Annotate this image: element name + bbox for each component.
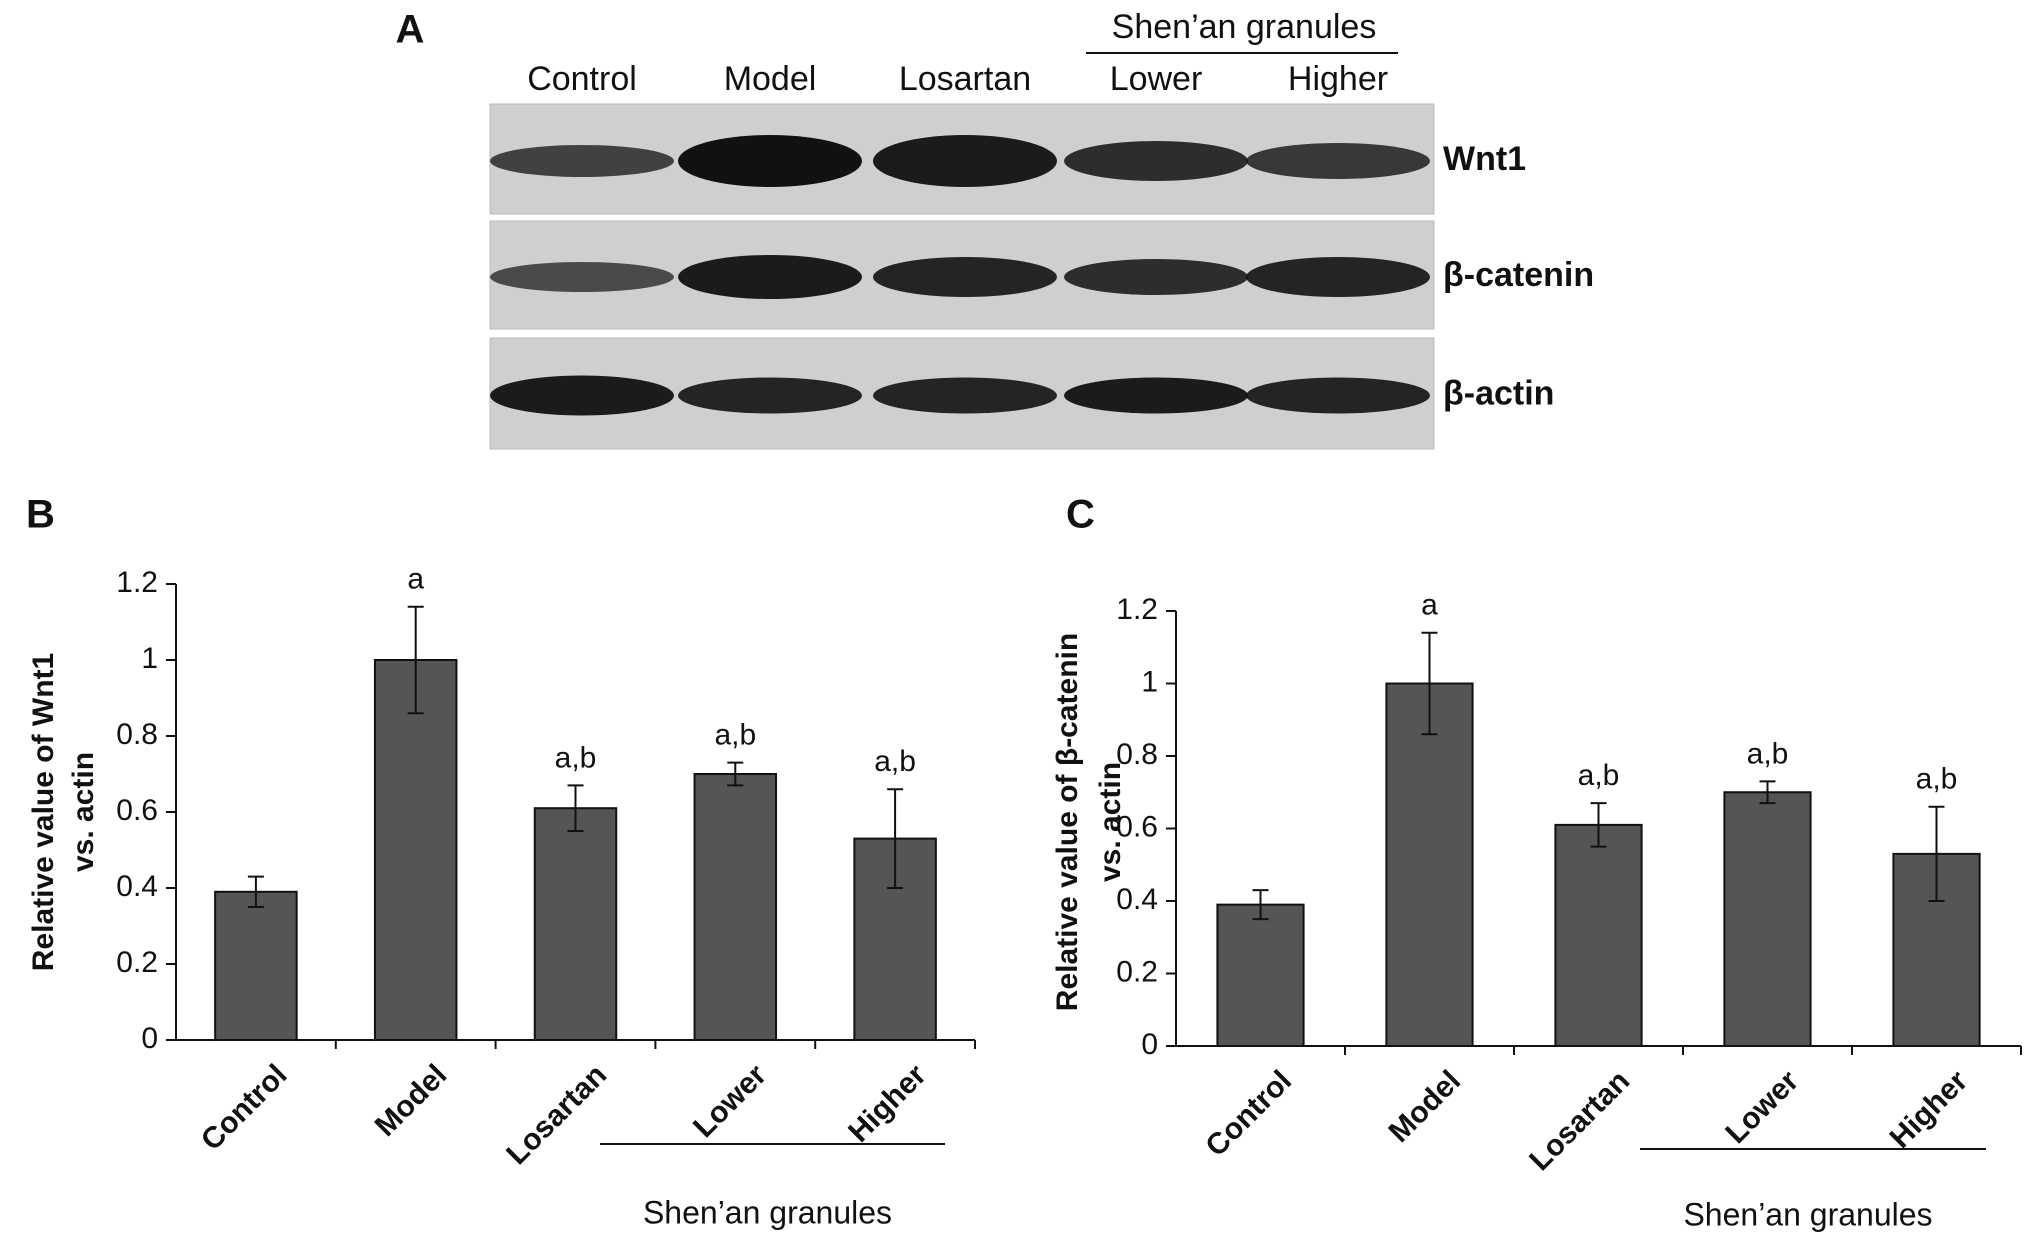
x-tick-label: Control xyxy=(195,1058,294,1157)
x-tick-label: Model xyxy=(369,1058,454,1143)
error-bar xyxy=(727,761,744,787)
bar-annotation: a,b xyxy=(1916,763,1958,796)
error-bar xyxy=(1590,802,1607,848)
blot-band xyxy=(1064,141,1248,181)
y-tick-label: 0.8 xyxy=(1116,738,1158,771)
y-axis-label: vs. actin xyxy=(67,752,100,872)
group-label: Shen’an granules xyxy=(1683,1196,1932,1232)
y-tick-label: 1 xyxy=(141,642,158,675)
y-tick-label: 1.2 xyxy=(116,566,158,599)
panel-label: A xyxy=(396,8,425,52)
y-tick-label: 0.6 xyxy=(116,794,158,827)
error-bar xyxy=(1928,805,1945,902)
x-tick-label: Model xyxy=(1383,1064,1468,1149)
blot-band xyxy=(490,262,674,292)
panel-label: C xyxy=(1066,493,1095,537)
x-tick-label: Higher xyxy=(1884,1064,1975,1155)
bar-annotation: a,b xyxy=(874,745,916,778)
blot-band xyxy=(678,135,862,187)
y-tick-label: 0 xyxy=(1141,1028,1158,1061)
x-tick-label: Higher xyxy=(842,1058,933,1149)
blot-band xyxy=(1246,257,1430,297)
bar-annotation: a,b xyxy=(714,719,756,752)
lane-label: Control xyxy=(527,60,637,98)
lane-label: Lower xyxy=(1110,60,1203,98)
y-tick-label: 0 xyxy=(141,1022,158,1055)
blot-band xyxy=(1246,377,1430,414)
lane-label: Losartan xyxy=(899,60,1031,98)
bar-annotation: a xyxy=(1421,589,1438,622)
y-tick-label: 0.4 xyxy=(1116,883,1158,916)
group-label: Shen’an granules xyxy=(643,1194,892,1230)
panel-label: B xyxy=(26,493,55,537)
blot-band xyxy=(873,377,1057,414)
y-tick-label: 0.2 xyxy=(116,946,158,979)
group-label: Shen’an granules xyxy=(1112,8,1377,46)
y-axis-label: vs. actin xyxy=(1094,762,1127,882)
row-label: β-catenin xyxy=(1443,256,1594,294)
x-tick-label: Lower xyxy=(1719,1064,1805,1150)
y-tick-label: 1 xyxy=(1141,665,1158,698)
blot-band xyxy=(490,375,674,416)
bar-annotation: a,b xyxy=(555,741,597,774)
bar-annotation: a xyxy=(407,563,424,596)
bar-annotation: a,b xyxy=(1578,759,1620,792)
blot-band xyxy=(678,255,862,299)
y-tick-label: 1.2 xyxy=(1116,593,1158,626)
x-tick-label: Losartan xyxy=(500,1058,613,1171)
blot-band xyxy=(1246,143,1430,179)
blot-band xyxy=(490,145,674,177)
error-bar xyxy=(1252,889,1269,921)
y-axis-label: Relative value of β-catenin xyxy=(1051,633,1084,1011)
error-bar xyxy=(407,605,424,715)
blot-band xyxy=(873,135,1057,187)
blot-band xyxy=(678,377,862,414)
bar xyxy=(1554,823,1643,1047)
bar xyxy=(533,807,618,1042)
bar-annotation: a,b xyxy=(1747,737,1789,770)
blot-band xyxy=(1064,377,1248,414)
lane-label: Higher xyxy=(1288,60,1388,98)
bar xyxy=(1216,903,1305,1047)
bar xyxy=(214,890,298,1041)
error-bar xyxy=(887,788,904,889)
lane-label: Model xyxy=(724,60,817,98)
y-tick-label: 0.8 xyxy=(116,718,158,751)
x-tick-label: Lower xyxy=(687,1058,773,1144)
y-axis-label: Relative value of Wnt1 xyxy=(27,653,60,971)
bar xyxy=(693,773,778,1041)
x-tick-label: Control xyxy=(1199,1064,1298,1163)
bar xyxy=(1385,682,1474,1047)
bar xyxy=(373,659,458,1041)
blot-band xyxy=(873,257,1057,297)
row-label: Wnt1 xyxy=(1443,140,1526,178)
error-bar xyxy=(247,875,264,908)
error-bar xyxy=(1759,780,1776,805)
error-bar xyxy=(1421,631,1438,736)
blot-band xyxy=(1064,259,1248,295)
y-tick-label: 0.6 xyxy=(1116,810,1158,843)
error-bar xyxy=(567,784,584,832)
x-tick-label: Losartan xyxy=(1523,1064,1636,1177)
y-tick-label: 0.2 xyxy=(1116,955,1158,988)
row-label: β-actin xyxy=(1443,374,1554,412)
bar xyxy=(1723,791,1812,1047)
y-tick-label: 0.4 xyxy=(116,870,158,903)
